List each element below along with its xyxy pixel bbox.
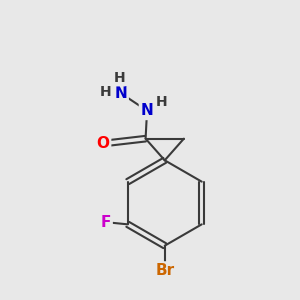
Text: H: H — [99, 85, 111, 99]
Text: N: N — [114, 85, 127, 100]
Text: N: N — [141, 103, 153, 118]
Text: F: F — [100, 215, 111, 230]
Text: H: H — [113, 71, 125, 85]
Text: Br: Br — [155, 263, 174, 278]
Text: O: O — [96, 136, 110, 151]
Text: H: H — [155, 95, 167, 109]
